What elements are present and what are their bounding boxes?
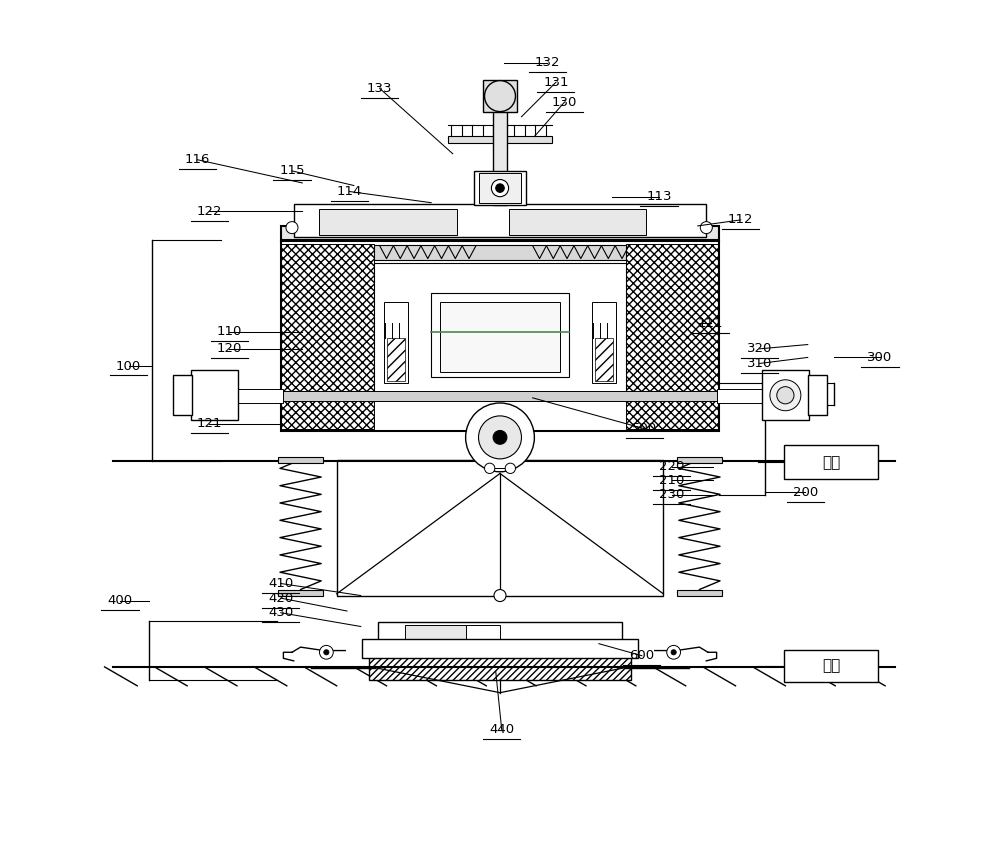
Text: 500: 500: [632, 422, 657, 436]
Bar: [387, 338, 405, 381]
Circle shape: [324, 650, 329, 655]
Bar: [717, 389, 762, 403]
Text: 430: 430: [268, 606, 293, 619]
Text: 113: 113: [646, 190, 672, 203]
Bar: [808, 375, 827, 415]
Text: 122: 122: [197, 205, 222, 218]
Text: 210: 210: [659, 474, 685, 486]
Bar: [369, 658, 631, 680]
Bar: [374, 245, 626, 260]
Circle shape: [493, 430, 507, 444]
Circle shape: [491, 179, 509, 196]
Circle shape: [485, 463, 495, 474]
Bar: [191, 370, 238, 420]
Text: 116: 116: [185, 153, 210, 166]
Circle shape: [319, 646, 333, 660]
Circle shape: [700, 221, 712, 233]
Text: 300: 300: [867, 351, 893, 364]
Text: 420: 420: [268, 592, 293, 604]
Text: 131: 131: [543, 76, 569, 89]
Circle shape: [466, 403, 534, 472]
Text: 220: 220: [659, 460, 685, 473]
Bar: [294, 204, 706, 237]
Bar: [278, 590, 323, 596]
Bar: [281, 226, 719, 241]
Bar: [281, 239, 719, 430]
Text: 水底: 水底: [822, 659, 840, 673]
Circle shape: [667, 646, 681, 660]
Circle shape: [479, 416, 521, 459]
Text: 600: 600: [629, 649, 654, 662]
Bar: [278, 457, 323, 463]
Text: 120: 120: [217, 343, 242, 356]
Bar: [384, 301, 408, 383]
Bar: [493, 109, 507, 205]
Bar: [337, 460, 663, 596]
Bar: [784, 650, 878, 683]
Bar: [431, 293, 569, 377]
Bar: [483, 80, 517, 113]
Bar: [440, 301, 560, 372]
Text: 320: 320: [747, 343, 772, 356]
Text: 200: 200: [793, 486, 818, 499]
Text: 100: 100: [116, 360, 141, 373]
Bar: [626, 244, 719, 429]
Text: 230: 230: [659, 488, 685, 501]
Text: 440: 440: [489, 723, 514, 736]
Text: 121: 121: [197, 417, 222, 430]
Text: 400: 400: [107, 594, 133, 607]
Bar: [319, 208, 457, 234]
Bar: [592, 301, 616, 383]
Text: 310: 310: [747, 357, 772, 370]
Text: 132: 132: [535, 56, 560, 69]
Bar: [677, 457, 722, 463]
Bar: [281, 244, 374, 429]
Text: 410: 410: [268, 577, 293, 590]
Text: 130: 130: [552, 96, 577, 108]
Bar: [784, 445, 878, 480]
Circle shape: [505, 463, 515, 474]
Text: 114: 114: [337, 185, 362, 198]
Circle shape: [485, 81, 515, 112]
Bar: [238, 389, 283, 403]
Text: 111: 111: [698, 317, 723, 330]
Bar: [466, 625, 500, 639]
Bar: [762, 370, 809, 420]
Bar: [173, 375, 192, 415]
Text: 110: 110: [217, 325, 242, 338]
Bar: [479, 173, 521, 202]
Bar: [595, 338, 613, 381]
Bar: [405, 625, 491, 639]
Circle shape: [496, 183, 504, 192]
Text: 133: 133: [367, 82, 392, 95]
Bar: [374, 263, 626, 396]
Text: 115: 115: [279, 164, 305, 177]
Circle shape: [494, 590, 506, 602]
Bar: [677, 590, 722, 596]
Bar: [448, 136, 552, 143]
Text: 水面: 水面: [822, 455, 840, 470]
Circle shape: [286, 221, 298, 233]
Circle shape: [671, 650, 676, 655]
Bar: [474, 170, 526, 205]
Bar: [509, 208, 646, 234]
Bar: [281, 391, 719, 401]
Bar: [378, 623, 622, 641]
Circle shape: [770, 380, 801, 411]
Bar: [362, 640, 638, 659]
Text: 112: 112: [728, 214, 753, 226]
Circle shape: [777, 387, 794, 404]
